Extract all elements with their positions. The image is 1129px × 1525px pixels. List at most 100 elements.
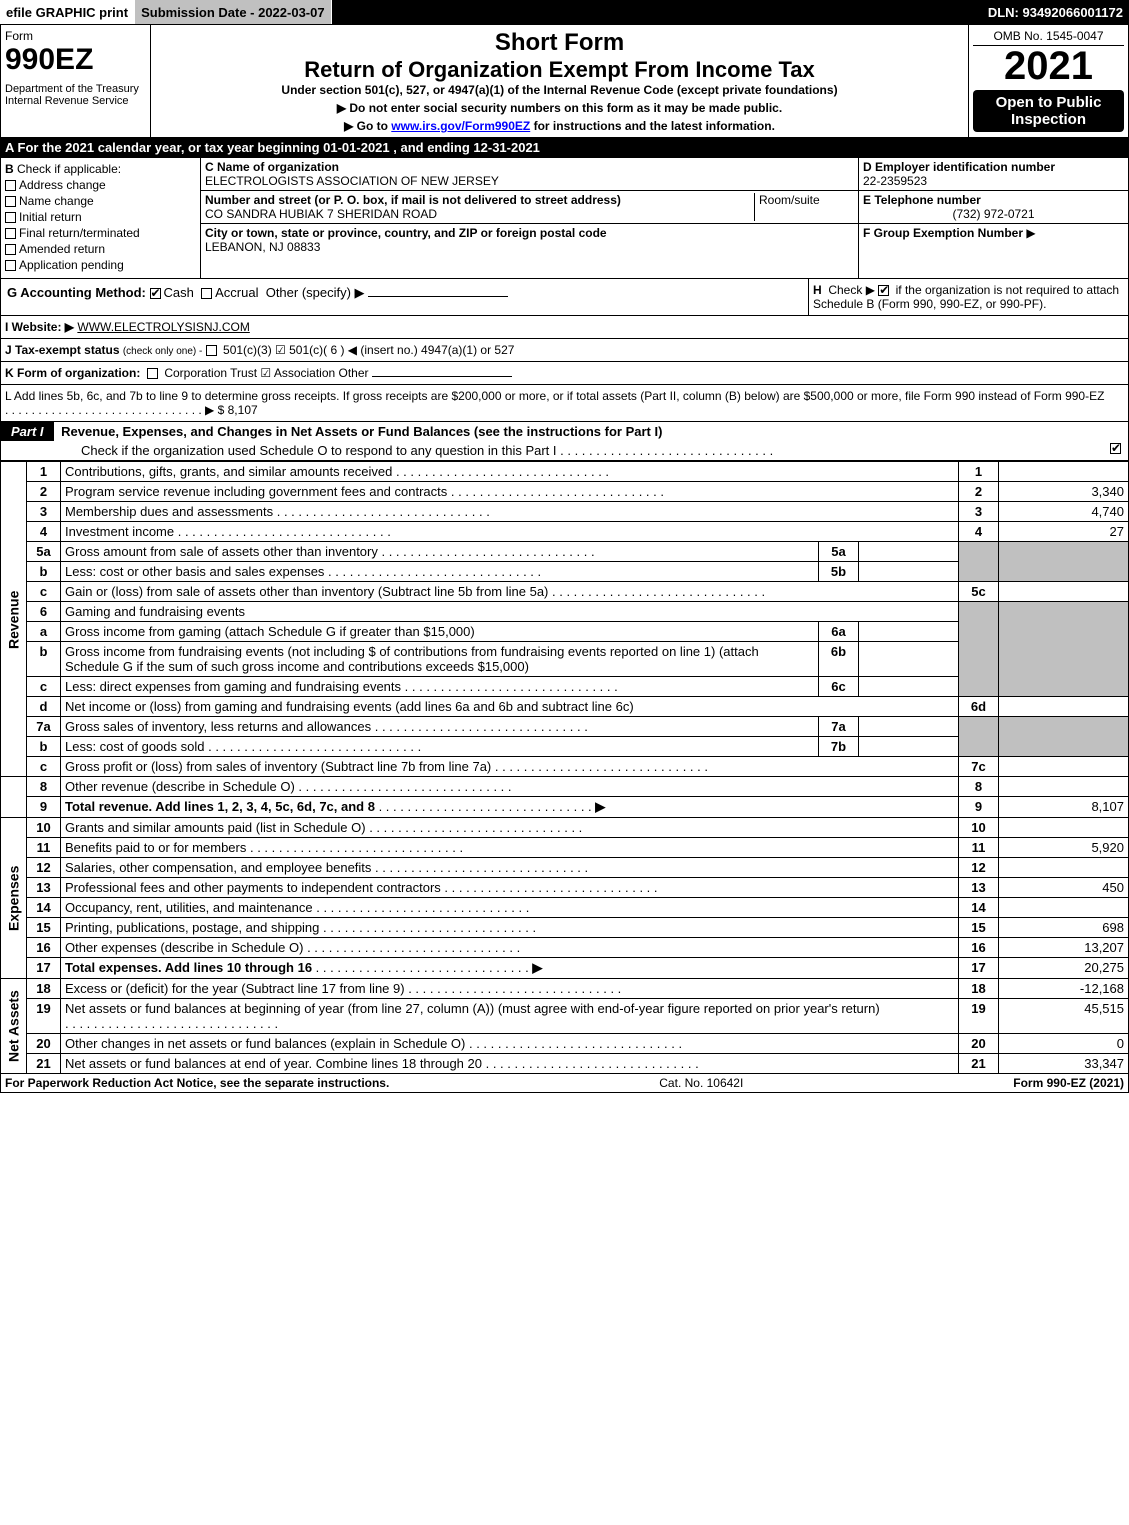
line-15-num: 15: [27, 918, 61, 938]
l-text: L Add lines 5b, 6c, and 7b to line 9 to …: [5, 389, 1104, 403]
line-12-col: 12: [959, 858, 999, 878]
line-10-num: 10: [27, 818, 61, 838]
l-amount: $ 8,107: [218, 403, 258, 417]
return-title: Return of Organization Exempt From Incom…: [155, 57, 964, 83]
line-14-num: 14: [27, 898, 61, 918]
g-accrual: Accrual: [215, 285, 258, 300]
g-cash: Cash: [164, 285, 194, 300]
part-i-header: Part I Revenue, Expenses, and Changes in…: [0, 422, 1129, 461]
line-12-num: 12: [27, 858, 61, 878]
dept-label: Department of the Treasury Internal Reve…: [5, 83, 146, 107]
j-label: J Tax-exempt status: [5, 343, 120, 357]
g-other: Other (specify) ▶: [266, 285, 365, 300]
line-18-text: Excess or (deficit) for the year (Subtra…: [65, 981, 405, 996]
room-label: Room/suite: [759, 193, 854, 207]
city-label: City or town, state or province, country…: [205, 226, 854, 240]
line-21-text: Net assets or fund balances at end of ye…: [65, 1056, 482, 1071]
line-20-amt: 0: [999, 1034, 1129, 1054]
line-13-col: 13: [959, 878, 999, 898]
line-18-col: 18: [959, 979, 999, 999]
line-8-amt: [999, 777, 1129, 797]
line-14-text: Occupancy, rent, utilities, and maintena…: [65, 900, 313, 915]
section-h: H Check ▶ if the organization is not req…: [808, 279, 1128, 315]
line-21-amt: 33,347: [999, 1054, 1129, 1074]
k-other-blank[interactable]: [372, 376, 512, 377]
footer-right: Form 990-EZ (2021): [1013, 1076, 1124, 1090]
g-accrual-checkbox[interactable]: [201, 288, 212, 299]
line-6d-col: 6d: [959, 697, 999, 717]
line-2-text: Program service revenue including govern…: [65, 484, 447, 499]
form-number: 990EZ: [5, 43, 146, 77]
section-c: C Name of organization ELECTROLOGISTS AS…: [201, 158, 858, 278]
opt-initial-return[interactable]: Initial return: [5, 210, 196, 224]
section-a: A For the 2021 calendar year, or tax yea…: [0, 138, 1129, 158]
k-corp-checkbox[interactable]: [147, 368, 158, 379]
g-cash-checkbox[interactable]: [150, 288, 161, 299]
h-checkbox[interactable]: [878, 285, 889, 296]
line-7b-text: Less: cost of goods sold: [65, 739, 204, 754]
line-7b-subamt: [859, 737, 959, 757]
line-6d-num: d: [27, 697, 61, 717]
header-left: Form 990EZ Department of the Treasury In…: [1, 25, 151, 137]
line-17-amt: 20,275: [999, 958, 1129, 979]
irs-link[interactable]: www.irs.gov/Form990EZ: [391, 119, 530, 133]
efile-label[interactable]: efile GRAPHIC print: [0, 0, 135, 24]
opt-application-pending[interactable]: Application pending: [5, 258, 196, 272]
g-label: G Accounting Method:: [7, 285, 146, 300]
section-k: K Form of organization: Corporation Trus…: [0, 362, 1129, 385]
line-8-text: Other revenue (describe in Schedule O): [65, 779, 295, 794]
line-6c-subamt: [859, 677, 959, 697]
line-7c-num: c: [27, 757, 61, 777]
line-1-col: 1: [959, 462, 999, 482]
line-4-num: 4: [27, 522, 61, 542]
line-13-text: Professional fees and other payments to …: [65, 880, 441, 895]
line-14-amt: [999, 898, 1129, 918]
line-14-col: 14: [959, 898, 999, 918]
line-7b-num: b: [27, 737, 61, 757]
line-13-num: 13: [27, 878, 61, 898]
line-5a-subamt: [859, 542, 959, 562]
part-i-bar: Part I: [1, 422, 54, 441]
opt-address-change[interactable]: Address change: [5, 178, 196, 192]
part-i-checkline: Check if the organization used Schedule …: [81, 443, 557, 458]
j-501c3-checkbox[interactable]: [206, 345, 217, 356]
org-name: ELECTROLOGISTS ASSOCIATION OF NEW JERSEY: [205, 174, 854, 188]
line-10-text: Grants and similar amounts paid (list in…: [65, 820, 366, 835]
section-l: L Add lines 5b, 6c, and 7b to line 9 to …: [0, 385, 1129, 422]
line-12-amt: [999, 858, 1129, 878]
line-7a-subamt: [859, 717, 959, 737]
grey-5ab-amt: [999, 542, 1129, 582]
opt-final-return[interactable]: Final return/terminated: [5, 226, 196, 240]
line-13-amt: 450: [999, 878, 1129, 898]
line-16-num: 16: [27, 938, 61, 958]
line-5b-num: b: [27, 562, 61, 582]
line-15-amt: 698: [999, 918, 1129, 938]
open-to-public: Open to Public Inspection: [973, 90, 1124, 132]
website-value[interactable]: WWW.ELECTROLYSISNJ.COM: [77, 320, 249, 334]
line-21-num: 21: [27, 1054, 61, 1074]
opt-amended-return[interactable]: Amended return: [5, 242, 196, 256]
group-exemption-label: F Group Exemption Number: [863, 226, 1023, 240]
header-mid: Short Form Return of Organization Exempt…: [151, 25, 968, 137]
line-5c-text: Gain or (loss) from sale of assets other…: [65, 584, 548, 599]
line-11-text: Benefits paid to or for members: [65, 840, 246, 855]
section-j: J Tax-exempt status (check only one) - 5…: [0, 339, 1129, 362]
b-label: B: [5, 162, 14, 176]
line-6b-sub: 6b: [819, 642, 859, 677]
line-6a-subamt: [859, 622, 959, 642]
line-6c-sub: 6c: [819, 677, 859, 697]
opt-name-change[interactable]: Name change: [5, 194, 196, 208]
footer-catno: Cat. No. 10642I: [389, 1076, 1013, 1090]
part-i-checkbox[interactable]: [1110, 443, 1121, 454]
line-8-col: 8: [959, 777, 999, 797]
phone-label: E Telephone number: [863, 193, 1124, 207]
line-16-text: Other expenses (describe in Schedule O): [65, 940, 303, 955]
grey-6: [959, 602, 999, 697]
line-6d-amt: [999, 697, 1129, 717]
line-1-amt: [999, 462, 1129, 482]
line-6c-num: c: [27, 677, 61, 697]
ein-label: D Employer identification number: [863, 160, 1124, 174]
expenses-sidelabel: Expenses: [1, 818, 27, 979]
g-other-blank[interactable]: [368, 296, 508, 297]
line-7a-text: Gross sales of inventory, less returns a…: [65, 719, 371, 734]
